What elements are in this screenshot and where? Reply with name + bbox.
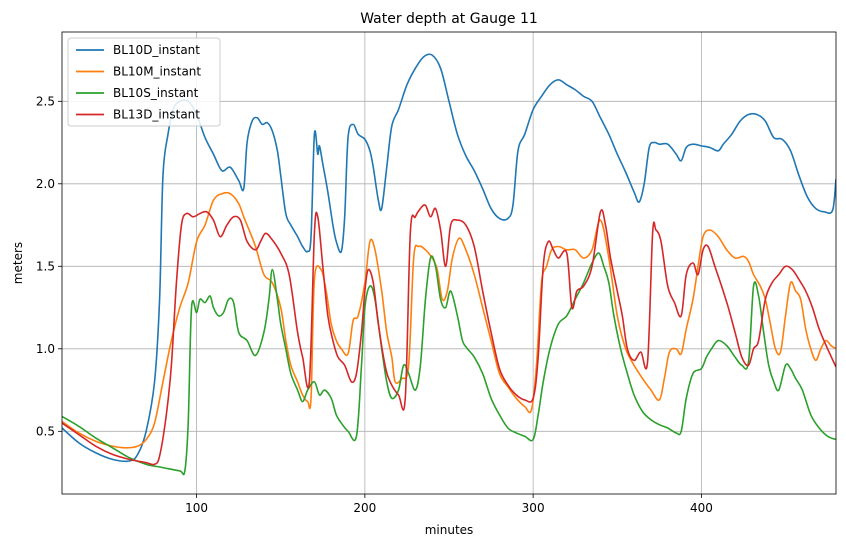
legend-box <box>67 37 221 127</box>
chart-title: Water depth at Gauge 11 <box>360 11 538 27</box>
x-tick-label: 300 <box>522 501 545 515</box>
y-tick-label: 2.5 <box>36 94 55 108</box>
series-lines <box>62 53 836 476</box>
plot-frame <box>61 31 837 495</box>
y-axis-label: meters <box>11 242 25 284</box>
y-tick-label: 2.0 <box>36 177 55 191</box>
legend-label: BL10M_instant <box>113 65 201 79</box>
y-tick-label: 0.5 <box>36 424 55 438</box>
axis-ticks: 100 200 300 400 0.5 1.0 1.5 2.0 2.5 <box>36 94 713 515</box>
y-tick-label: 1.0 <box>36 342 55 356</box>
legend-label: BL10D_instant <box>113 43 200 57</box>
series-line-bl13d-instant <box>62 204 836 466</box>
legend: BL10D_instant BL10M_instant BL10S_instant B… <box>67 37 221 127</box>
series-line-bl10s-instant <box>62 252 836 476</box>
legend-label: BL10S_instant <box>113 86 199 100</box>
series-line-bl10m-instant <box>62 191 836 449</box>
series-line-bl10d-instant <box>62 53 836 463</box>
x-tick-label: 400 <box>690 501 713 515</box>
x-tick-label: 200 <box>353 501 376 515</box>
y-tick-label: 1.5 <box>36 259 55 273</box>
x-axis-label: minutes <box>425 523 474 537</box>
x-tick-label: 100 <box>185 501 208 515</box>
legend-label: BL13D_instant <box>113 108 200 122</box>
